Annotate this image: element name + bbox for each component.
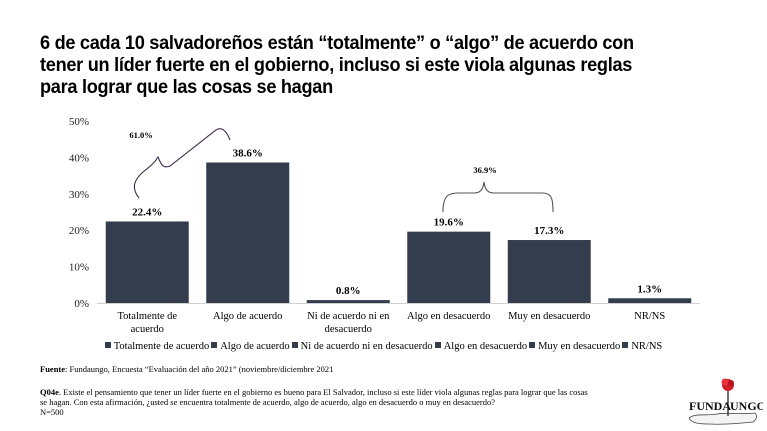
- data-label: 38.6%: [233, 147, 263, 159]
- legend-item: Algo de acuerdo: [211, 341, 290, 352]
- title-line: para lograr que las cosas se hagan: [40, 76, 333, 98]
- y-tick-label: 30%: [69, 189, 89, 201]
- bar: [507, 240, 591, 303]
- x-tick-label-line: Algo en desacuerdo: [407, 311, 491, 322]
- data-label: 0.8%: [336, 285, 361, 297]
- legend-label: Algo de acuerdo: [220, 341, 290, 352]
- bar: [407, 231, 491, 303]
- y-tick-label: 10%: [69, 262, 89, 274]
- x-tick-label: Muy en desacuerdo: [494, 311, 604, 324]
- legend-label: Totalmente de acuerdo: [113, 341, 210, 352]
- data-labels: 22.4% 38.6% 0.8% 19.6% 17.3% 1.3%: [132, 147, 662, 297]
- x-tick-label: Algo de acuerdo: [193, 311, 303, 324]
- group-brace-disagree: [442, 181, 554, 213]
- x-tick-label-line: Muy en desacuerdo: [508, 311, 591, 322]
- legend-item: NR/NS: [622, 341, 662, 352]
- y-tick-label: 40%: [69, 152, 89, 164]
- data-label: 22.4%: [132, 206, 162, 218]
- legend-item: Ni de acuerdo ni en desacuerdo: [291, 341, 433, 352]
- question-text-2: se hagan. Con esta afirmación, ¿usted se…: [40, 397, 496, 407]
- x-tick-label: Totalmente de acuerdo: [92, 311, 202, 336]
- x-tick-label-line: Totalmente de: [117, 311, 178, 322]
- source-text: : Fundaungo, Encuesta “Evaluación del añ…: [65, 364, 334, 374]
- x-tick-label-line: NR/NS: [634, 311, 666, 322]
- legend-label: Algo en desacuerdo: [443, 341, 528, 352]
- group-brace-agree: [133, 128, 231, 199]
- legend-label: NR/NS: [631, 341, 663, 352]
- bars: [105, 162, 692, 303]
- legend-swatch: [211, 342, 218, 348]
- y-tick-label: 0%: [74, 298, 89, 310]
- bar: [206, 162, 290, 303]
- group-label-disagree: 36.9%: [473, 165, 496, 175]
- source-label: Fuente: [40, 364, 66, 374]
- legend-swatch: [291, 342, 298, 348]
- legend-swatch: [104, 342, 111, 348]
- bar: [105, 221, 189, 303]
- source-note: Fuente: Fundaungo, Encuesta “Evaluación …: [40, 364, 333, 374]
- legend-label: Muy en desacuerdo: [538, 341, 621, 352]
- x-tick-label-line: acuerdo: [130, 323, 164, 335]
- data-label: 19.6%: [434, 217, 464, 229]
- bar: [608, 298, 692, 303]
- group-label-agree: 61.0%: [129, 130, 152, 140]
- logo-text-1: FUNDA: [689, 399, 731, 413]
- question-code: Q04e: [40, 387, 59, 397]
- y-tick-label: 50%: [69, 116, 89, 128]
- legend: Totalmente de acuerdo Algo de acuerdo Ni d…: [0, 341, 767, 352]
- legend-item: Algo en desacuerdo: [434, 341, 528, 352]
- y-tick-label: 20%: [69, 225, 89, 237]
- sample-size: N=500: [40, 407, 64, 417]
- legend-label: Ni de acuerdo ni en desacuerdo: [300, 341, 433, 352]
- legend-swatch: [529, 342, 536, 348]
- x-tick-label: NR/NS: [595, 311, 705, 324]
- x-tick-label-line: Algo de acuerdo: [213, 311, 283, 322]
- legend-swatch: [434, 342, 441, 348]
- data-label: 1.3%: [637, 283, 662, 295]
- x-tick-label: Algo en desacuerdo: [394, 311, 504, 324]
- question-text-1: . Existe el pensamiento que tener un líd…: [58, 387, 588, 397]
- logo-text-2: UNGO: [730, 399, 763, 413]
- x-tick-label-line: desacuerdo: [324, 323, 372, 335]
- fundaungo-logo: FUNDA UNGO: [688, 378, 763, 425]
- legend-swatch: [622, 342, 629, 348]
- chart-title: 6 de cada 10 salvadoreños están “totalme…: [40, 32, 691, 98]
- bar: [306, 300, 390, 303]
- legend-item: Totalmente de acuerdo: [104, 341, 210, 352]
- legend-item: Muy en desacuerdo: [529, 341, 620, 352]
- title-line: tener un líder fuerte en el gobierno, in…: [40, 54, 633, 76]
- x-tick-label: Ni de acuerdo ni en desacuerdo: [293, 311, 403, 336]
- question-line-1: Q04e. Existe el pensamiento que tener un…: [40, 387, 588, 397]
- x-tick-label-line: Ni de acuerdo ni en: [307, 311, 390, 322]
- data-label: 17.3%: [534, 225, 564, 237]
- y-axis: 0% 10% 20% 30% 40% 50%: [69, 116, 89, 310]
- title-line: 6 de cada 10 salvadoreños están “totalme…: [40, 32, 634, 54]
